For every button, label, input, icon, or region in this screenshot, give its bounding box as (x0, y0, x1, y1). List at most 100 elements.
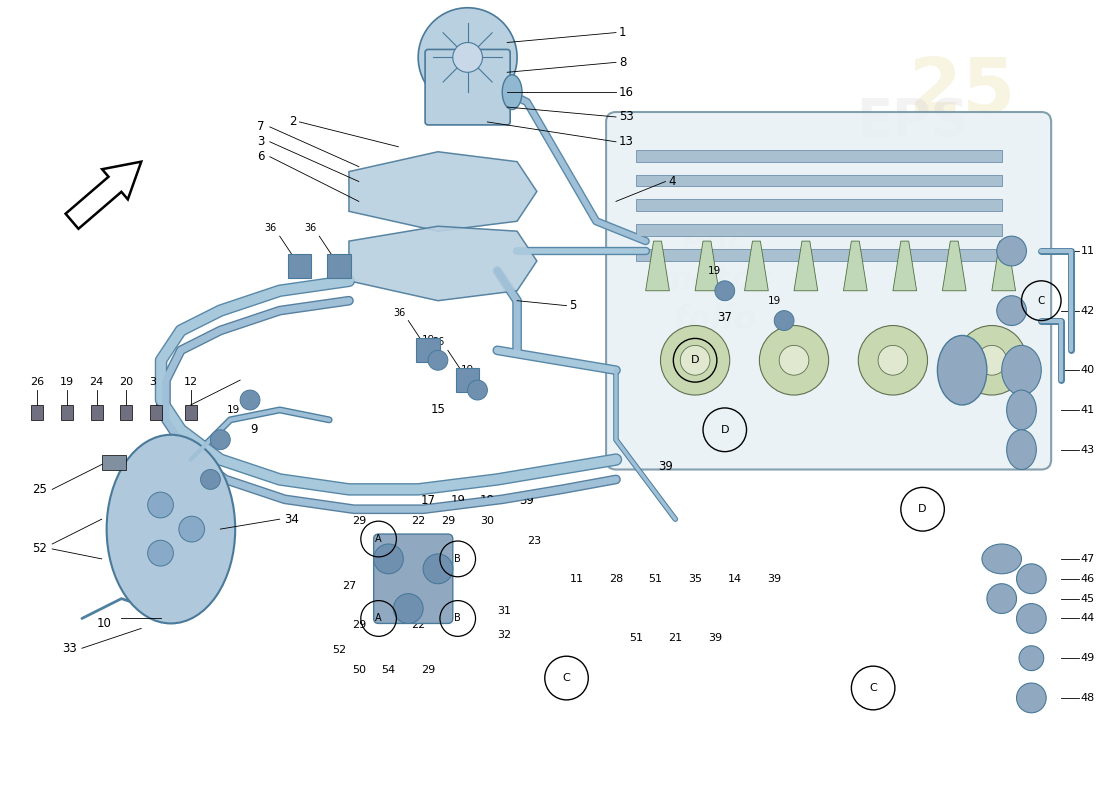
Ellipse shape (997, 236, 1026, 266)
Circle shape (147, 540, 174, 566)
Circle shape (774, 310, 794, 330)
Text: 2: 2 (289, 115, 297, 129)
Text: B: B (454, 554, 461, 564)
FancyBboxPatch shape (374, 534, 453, 623)
Text: 39: 39 (658, 459, 673, 473)
Ellipse shape (1019, 646, 1044, 670)
Bar (636, 150, 1002, 162)
Text: 11: 11 (570, 574, 583, 584)
Text: 49: 49 (1081, 653, 1096, 663)
Ellipse shape (503, 74, 522, 110)
Text: 39: 39 (767, 574, 781, 584)
Text: 47: 47 (1081, 554, 1096, 564)
Text: 25: 25 (32, 483, 47, 496)
Text: 16: 16 (619, 86, 634, 98)
Text: 19: 19 (461, 365, 474, 375)
Text: D: D (720, 425, 729, 434)
Text: 19: 19 (768, 296, 781, 306)
Ellipse shape (1016, 683, 1046, 713)
Ellipse shape (1006, 430, 1036, 470)
Circle shape (680, 346, 710, 375)
Text: 27: 27 (342, 581, 356, 590)
Text: 42: 42 (1081, 306, 1096, 316)
Ellipse shape (997, 296, 1026, 326)
Text: 11: 11 (1081, 246, 1094, 256)
Circle shape (660, 326, 729, 395)
Text: 26: 26 (31, 377, 44, 387)
Text: 36: 36 (432, 338, 444, 347)
Text: D: D (691, 355, 700, 366)
Ellipse shape (1016, 603, 1046, 634)
Text: 10: 10 (97, 617, 111, 630)
Ellipse shape (1016, 564, 1046, 594)
Text: 29: 29 (352, 621, 366, 630)
Text: 4: 4 (669, 175, 675, 188)
Circle shape (240, 390, 260, 410)
Text: 3: 3 (257, 135, 265, 148)
Text: 35: 35 (689, 574, 702, 584)
Polygon shape (943, 241, 966, 290)
FancyBboxPatch shape (606, 112, 1052, 470)
Text: 36: 36 (304, 223, 317, 233)
Text: 8: 8 (619, 56, 626, 69)
Text: 37: 37 (717, 310, 733, 323)
Ellipse shape (1006, 390, 1036, 430)
Text: C: C (869, 683, 877, 693)
Text: 5: 5 (570, 299, 576, 312)
Polygon shape (992, 241, 1015, 290)
Text: 19: 19 (187, 484, 200, 494)
Ellipse shape (937, 335, 987, 405)
Polygon shape (893, 241, 916, 290)
Text: 15: 15 (430, 403, 446, 417)
Text: 6: 6 (257, 150, 265, 163)
Circle shape (374, 544, 404, 574)
FancyBboxPatch shape (425, 50, 510, 125)
Text: D: D (918, 504, 927, 514)
Bar (287, 254, 311, 278)
Text: 34: 34 (285, 513, 299, 526)
Bar (91, 405, 102, 420)
Text: 30: 30 (481, 516, 494, 526)
Bar (101, 454, 127, 470)
Text: 7: 7 (257, 121, 265, 134)
Circle shape (428, 350, 448, 370)
Text: 22: 22 (411, 621, 426, 630)
Polygon shape (349, 152, 537, 231)
Ellipse shape (982, 544, 1022, 574)
Bar (327, 254, 351, 278)
Text: 13: 13 (619, 135, 634, 148)
Text: 46: 46 (1081, 574, 1094, 584)
Text: 29: 29 (421, 665, 436, 675)
Text: 21: 21 (669, 634, 682, 643)
Text: 33: 33 (63, 642, 77, 654)
Circle shape (147, 492, 174, 518)
Text: 19: 19 (60, 377, 74, 387)
Text: 54: 54 (382, 665, 396, 675)
Text: 12: 12 (184, 377, 198, 387)
Circle shape (957, 326, 1026, 395)
Text: 19: 19 (421, 335, 434, 346)
Text: 31: 31 (497, 606, 512, 615)
Polygon shape (844, 241, 867, 290)
Text: 38: 38 (148, 377, 163, 387)
Polygon shape (695, 241, 718, 290)
Text: 48: 48 (1081, 693, 1096, 703)
Circle shape (759, 326, 828, 395)
Circle shape (878, 346, 908, 375)
Text: 28: 28 (609, 574, 623, 584)
Bar (455, 368, 480, 392)
Text: EPS: EPS (857, 96, 969, 148)
Text: 1: 1 (619, 26, 626, 39)
Text: 23: 23 (527, 536, 541, 546)
Bar (185, 405, 197, 420)
Bar (32, 405, 43, 420)
Polygon shape (794, 241, 817, 290)
Text: 29: 29 (352, 516, 366, 526)
Ellipse shape (1002, 346, 1042, 395)
Ellipse shape (987, 584, 1016, 614)
Bar (121, 405, 132, 420)
Text: 22: 22 (411, 516, 426, 526)
Text: B: B (454, 614, 461, 623)
Text: 19: 19 (197, 445, 210, 454)
Text: 43: 43 (1081, 445, 1094, 454)
